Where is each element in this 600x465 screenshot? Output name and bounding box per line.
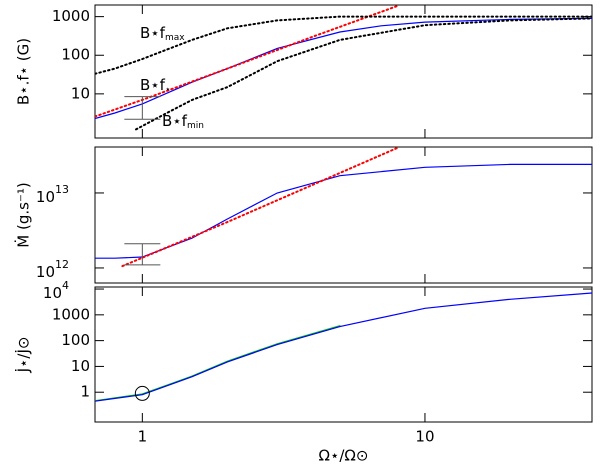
x-tick-label: 10 [415, 428, 434, 446]
y-tick-base: 10 [36, 187, 55, 205]
y-axis-label: B⋆.f⋆ (G) [15, 38, 33, 105]
annotation: B⋆fmin [162, 112, 204, 131]
y-tick-exponent: 12 [55, 258, 69, 271]
data-line [95, 163, 592, 259]
y-tick-label: 1000 [52, 7, 90, 25]
data-line [135, 17, 592, 131]
annotation-sub: max [165, 33, 185, 43]
y-tick-label: 1000 [52, 305, 90, 323]
data-line [95, 5, 399, 118]
y-tick-label: 10 [71, 84, 90, 102]
y-tick-label: 10 [71, 357, 90, 375]
y-tick-label: 1 [80, 383, 90, 401]
y-tick-label: 1012 [36, 258, 69, 281]
annotation: B⋆f⋆ [140, 76, 171, 95]
marker [134, 385, 150, 401]
panel-frame [94, 146, 593, 284]
data-line [95, 292, 592, 402]
data-line [95, 17, 592, 120]
y-tick-exponent: 13 [55, 183, 69, 196]
y-tick-exponent: 4 [62, 279, 69, 292]
annotation-sub: ⋆ [165, 85, 171, 95]
data-line [95, 15, 592, 75]
data-line [121, 147, 399, 268]
x-tick-label: 1 [138, 428, 148, 446]
annotation: B⋆fmax [140, 24, 185, 43]
y-tick-base: 10 [43, 284, 62, 302]
y-tick-label: 1013 [36, 183, 69, 206]
x-axis-label: Ω⋆/Ω⊙ [319, 447, 369, 465]
panel-frame [94, 286, 593, 423]
annotation-text: B⋆f [162, 112, 188, 130]
annotation-text: B⋆f [140, 24, 166, 42]
y-axis-label: J̇⋆/J̇⊙ [14, 337, 33, 374]
annotation-text: B⋆f [140, 76, 166, 94]
y-tick-base: 10 [36, 262, 55, 280]
panel-frame [94, 4, 593, 139]
y-axis-label: Ṁ (g.s⁻¹) [14, 182, 33, 247]
y-tick-label: 104 [43, 279, 69, 302]
y-tick-label: 100 [61, 46, 90, 64]
y-tick-label: 100 [61, 331, 90, 349]
annotation-sub: min [187, 121, 204, 131]
